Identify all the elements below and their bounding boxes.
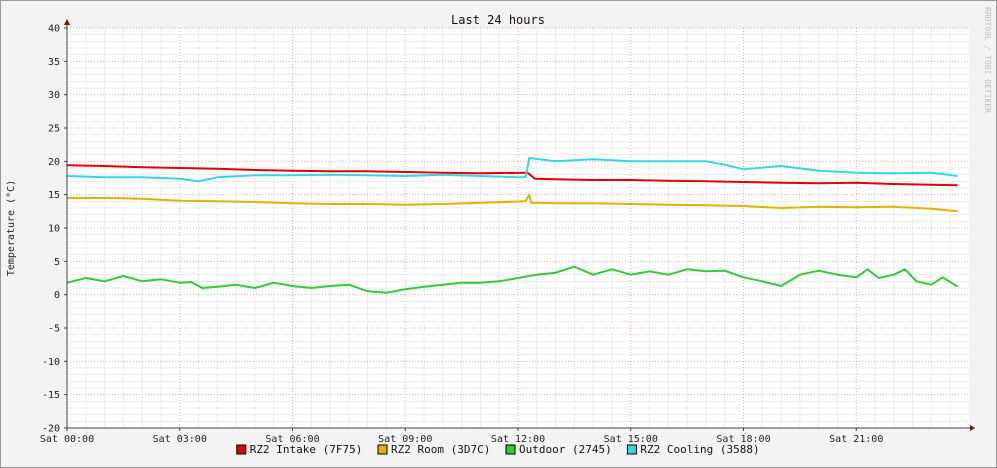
y-axis-arrow [64,19,70,25]
legend-label-3: Outdoor (2745) [519,443,612,456]
x-axis-arrow [970,425,975,431]
series-line-3 [66,265,959,294]
y-tick-label: 20 [48,157,60,168]
legend: RZ2 Intake (7F75) RZ2 Room (3D7C) Outdoor … [236,443,760,456]
y-tick-label: 15 [48,190,60,201]
legend-label-2: RZ2 Room (3D7C) [391,443,490,456]
watermark-text: RRDTOOL / TOBI OETIKER [983,7,992,113]
legend-swatch-1 [236,444,247,455]
legend-label-1: RZ2 Intake (7F75) [250,443,363,456]
series-line-4 [66,157,958,183]
x-tick-label: Sat 00:00 [40,434,94,445]
y-tick-label: 0 [54,290,60,301]
x-tick-label: Sat 18:00 [716,434,770,445]
legend-swatch-4 [626,444,637,455]
legend-swatch-3 [505,444,516,455]
y-tick-label: -20 [42,424,60,435]
x-tick-label: Sat 03:00 [153,434,207,445]
y-tick-label: 5 [54,257,60,268]
y-tick-labels: 40 35 30 25 20 15 10 5 0 -5 -10 -15 -20 [42,24,67,435]
y-tick-label: 30 [48,90,60,101]
y-tick-label: 40 [48,24,60,35]
y-tick-label: 25 [48,124,60,135]
y-tick-label: -5 [48,324,60,335]
x-tick-label: Sat 21:00 [829,434,883,445]
y-axis-label: Temperature (°C) [6,180,17,276]
series-layer [66,157,959,294]
x-tick-label: Sat 09:00 [378,434,432,445]
x-tick-labels: Sat 00:00 Sat 03:00 Sat 06:00 Sat 09:00 Sat … [40,428,883,445]
chart-title: Last 24 hours [451,13,545,27]
y-tick-label: 35 [48,57,60,68]
x-tick-label: Sat 12:00 [491,434,545,445]
legend-swatch-2 [377,444,388,455]
series-line-2 [67,193,958,213]
y-tick-label: -15 [42,390,60,401]
series-line-1 [66,164,958,187]
y-tick-label: -10 [42,357,60,368]
legend-label-4: RZ2 Cooling (3588) [640,443,759,456]
x-tick-label: Sat 15:00 [604,434,658,445]
x-tick-label: Sat 06:00 [265,434,319,445]
y-tick-label: 10 [48,224,60,235]
